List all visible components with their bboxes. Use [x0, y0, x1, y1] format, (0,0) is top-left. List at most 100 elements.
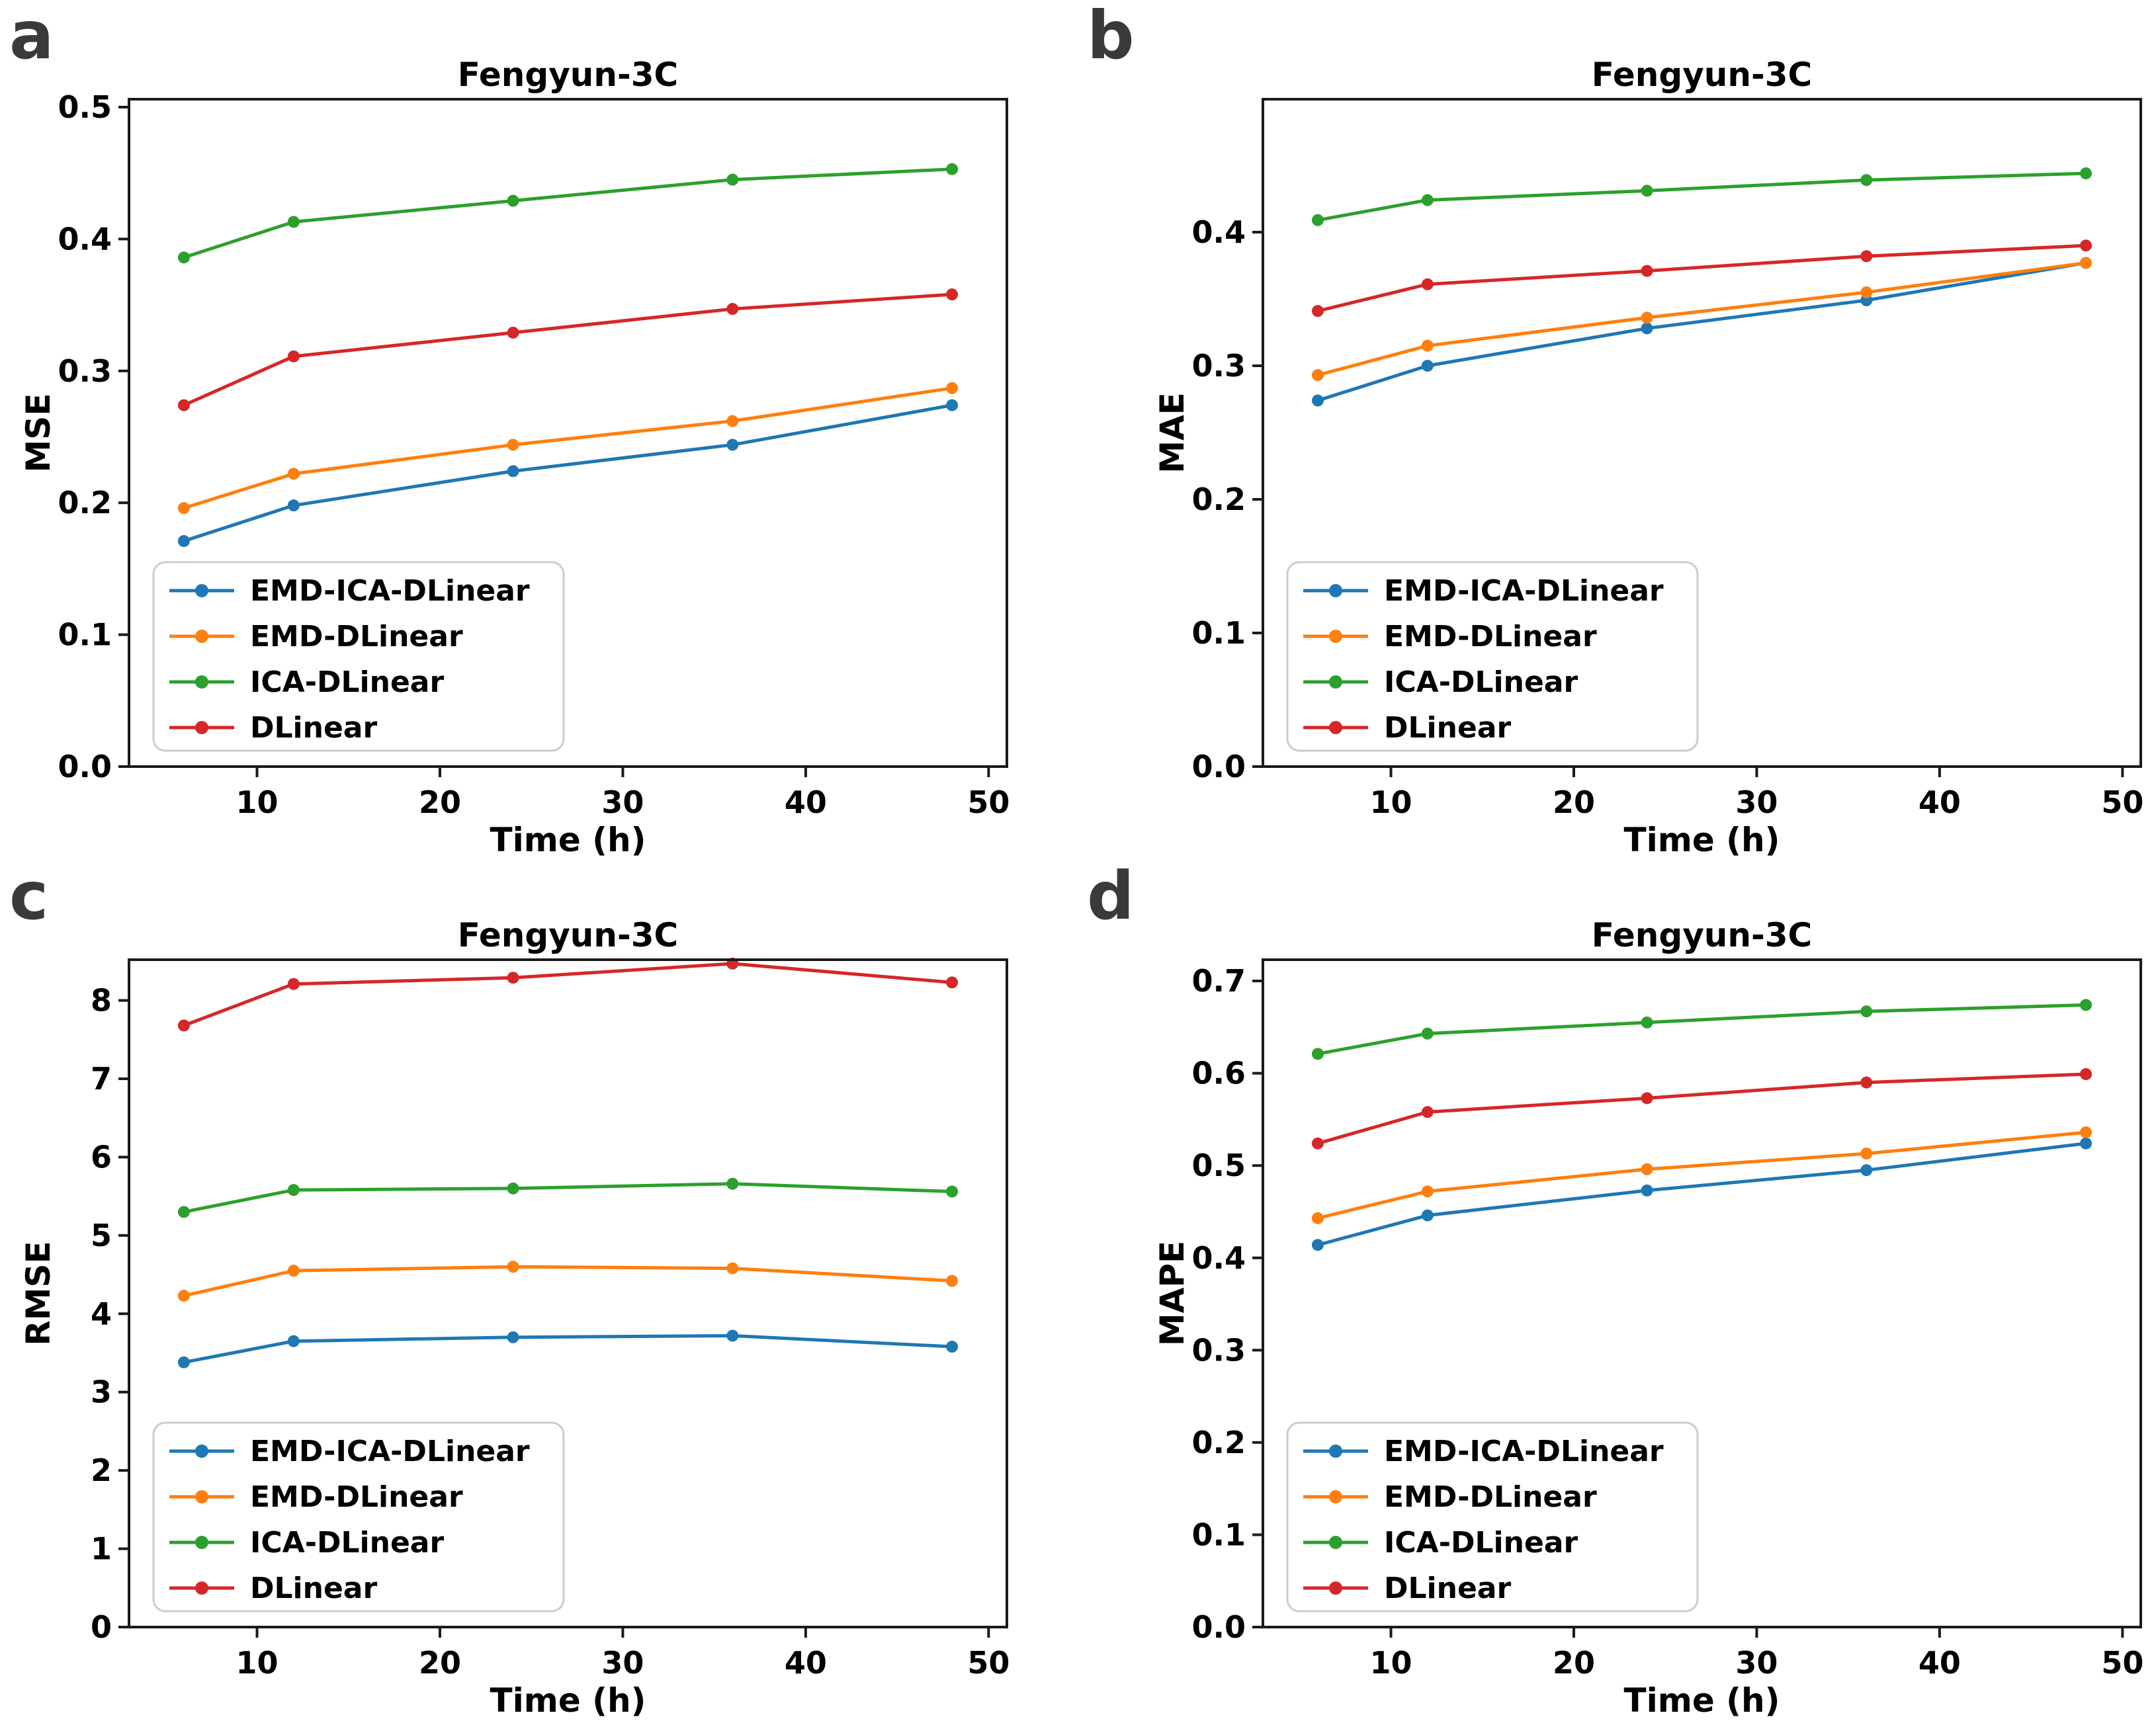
legend-label: EMD-ICA-DLinear: [1384, 1435, 1664, 1468]
chart-title: Fengyun-3C: [1592, 56, 1812, 94]
chart-mse: 10 20 30 40 50 0.0 0.1 0.2 0.3 0.4 0.5 Fengyun-3C Ti…: [19, 56, 1010, 859]
x-tick-label: 40: [1919, 1645, 1961, 1681]
data-point-marker: [1641, 265, 1653, 277]
data-point-marker: [1421, 1185, 1434, 1198]
legend-label: EMD-DLinear: [250, 620, 463, 653]
data-point-marker: [946, 288, 959, 301]
data-point-marker: [1860, 1076, 1873, 1089]
legend-entry-EMD-DLinear: EMD-DLinear: [1303, 620, 1597, 653]
data-point-marker: [726, 439, 739, 451]
data-point-marker: [946, 1341, 959, 1353]
series-line: [182, 167, 954, 259]
legend-marker: [1329, 675, 1342, 689]
data-point-marker: [177, 502, 190, 515]
series-EMD-DLinear: [1311, 1126, 2092, 1224]
legend-marker: [1329, 630, 1342, 643]
x-tick-label: 50: [2101, 784, 2143, 820]
y-tick-label: 0.5: [58, 89, 112, 125]
x-tick-label: 20: [1553, 1645, 1595, 1681]
data-point-marker: [1421, 339, 1434, 352]
chart-mae: 10 20 30 40 50 0.0 0.1 0.2 0.3 0.4 Fengyun-3C Time …: [1153, 56, 2143, 859]
series-DLinear: [1311, 1068, 2092, 1150]
data-point-marker: [726, 415, 739, 427]
y-tick-label: 0.2: [1192, 482, 1246, 517]
data-point-marker: [177, 251, 190, 264]
y-tick-label: 0.7: [1192, 963, 1246, 999]
legend-entry-ICA-DLinear: ICA-DLinear: [1303, 1526, 1578, 1560]
series-ICA-DLinear: [1311, 167, 2092, 226]
legend: EMD-ICA-DLinear EMD-DLinear ICA-DLinear DLi…: [152, 561, 565, 752]
data-point-marker: [1311, 214, 1324, 226]
legend-box: [152, 561, 565, 752]
legend-marker: [195, 1581, 208, 1595]
legend-entry-EMD-ICA-DLinear: EMD-ICA-DLinear: [1303, 574, 1664, 608]
series-ICA-DLinear: [177, 1177, 959, 1218]
legend-label: EMD-DLinear: [1384, 1480, 1597, 1514]
data-point-marker: [946, 1185, 959, 1198]
legend-entry-DLinear: DLinear: [1303, 1572, 1512, 1605]
legend-label: ICA-DLinear: [250, 1526, 444, 1560]
legend-label: DLinear: [250, 1572, 378, 1605]
data-point-marker: [1311, 1212, 1324, 1224]
x-tick-label: 50: [967, 784, 1010, 820]
panel-letter-d: d: [1087, 857, 1135, 935]
series-line: [1316, 171, 2088, 222]
panel-letter-c: c: [9, 857, 49, 935]
data-point-marker: [287, 216, 300, 228]
series-line: [1316, 1003, 2088, 1056]
y-tick-label: 0.3: [1192, 1332, 1246, 1368]
legend: EMD-ICA-DLinear EMD-DLinear ICA-DLinear DLi…: [1286, 561, 1699, 752]
data-point-marker: [177, 1290, 190, 1302]
x-tick-label: 30: [1735, 1645, 1778, 1681]
x-axis-label: Time (h): [1624, 1681, 1780, 1720]
series-EMD-DLinear: [1311, 257, 2092, 382]
data-point-marker: [1641, 1184, 1653, 1196]
data-point-marker: [1311, 369, 1324, 382]
y-tick-label: 4: [91, 1296, 112, 1331]
y-tick-label: 7: [91, 1061, 112, 1097]
legend-entry-EMD-ICA-DLinear: EMD-ICA-DLinear: [169, 1435, 530, 1468]
series-line: [1316, 1072, 2088, 1146]
legend-entry-DLinear: DLinear: [1303, 711, 1512, 745]
series-line: [1316, 1142, 2088, 1247]
panel-letter-b: b: [1087, 0, 1135, 74]
data-point-marker: [1311, 1137, 1324, 1150]
y-tick-label: 0.3: [58, 353, 112, 389]
series-DLinear: [177, 957, 959, 1032]
x-tick-label: 20: [1553, 784, 1595, 820]
series-line: [182, 292, 954, 407]
series-EMD-ICA-DLinear: [177, 399, 959, 548]
series-ICA-DLinear: [1311, 999, 2092, 1060]
x-tick-label: 50: [2101, 1645, 2143, 1681]
legend-entry-EMD-DLinear: EMD-DLinear: [169, 620, 463, 653]
series-DLinear: [1311, 239, 2092, 317]
data-point-marker: [1421, 1209, 1434, 1222]
legend-marker: [195, 675, 208, 689]
x-tick-label: 40: [1919, 784, 1961, 820]
legend-marker: [195, 1536, 208, 1549]
data-point-marker: [1421, 194, 1434, 206]
data-point-marker: [1311, 394, 1324, 407]
data-point-marker: [507, 1182, 519, 1195]
y-tick-label: 0.6: [1192, 1056, 1246, 1091]
y-tick-label: 0.2: [58, 485, 112, 521]
panel-a: a 10 20 30 40 50 0.0 0.1 0.2 0.3 0.4 0.5 Fengyun-3C…: [0, 0, 1078, 860]
x-tick-label: 10: [236, 1645, 279, 1681]
y-axis-label: MAPE: [1153, 1241, 1191, 1346]
data-point-marker: [2080, 1126, 2092, 1138]
legend-box: [152, 1421, 565, 1613]
data-point-marker: [2080, 1137, 2092, 1150]
chart-rmse: 10 20 30 40 50 0 1 2 3 4 5 6 7 8 Fengyun-3C Time (h) RMS…: [19, 916, 1010, 1720]
legend-marker: [1329, 1581, 1342, 1595]
y-tick-label: 0.1: [1192, 1517, 1246, 1552]
legend-entry-EMD-ICA-DLinear: EMD-ICA-DLinear: [1303, 1435, 1664, 1468]
series-line: [182, 962, 954, 1027]
legend-label: EMD-DLinear: [1384, 620, 1597, 653]
x-tick-label: 50: [967, 1645, 1010, 1681]
data-point-marker: [726, 1262, 739, 1275]
data-point-marker: [726, 1329, 739, 1342]
legend-label: DLinear: [1384, 1572, 1512, 1605]
data-point-marker: [177, 399, 190, 411]
data-point-marker: [1641, 1092, 1653, 1105]
legend-entry-EMD-DLinear: EMD-DLinear: [169, 1480, 463, 1514]
